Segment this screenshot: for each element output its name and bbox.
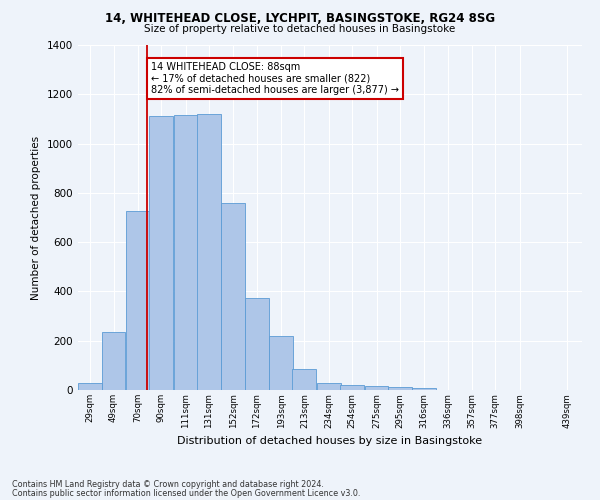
Bar — [412, 388, 436, 390]
Bar — [388, 387, 412, 390]
Text: 14 WHITEHEAD CLOSE: 88sqm
← 17% of detached houses are smaller (822)
82% of semi: 14 WHITEHEAD CLOSE: 88sqm ← 17% of detac… — [151, 62, 400, 96]
Text: Size of property relative to detached houses in Basingstoke: Size of property relative to detached ho… — [145, 24, 455, 34]
Bar — [317, 383, 341, 390]
Bar — [245, 298, 269, 390]
Text: Contains HM Land Registry data © Crown copyright and database right 2024.: Contains HM Land Registry data © Crown c… — [12, 480, 324, 489]
Bar — [78, 382, 102, 390]
Bar — [292, 369, 316, 390]
X-axis label: Distribution of detached houses by size in Basingstoke: Distribution of detached houses by size … — [178, 436, 482, 446]
Bar — [340, 384, 364, 390]
Bar — [269, 336, 293, 390]
Text: Contains public sector information licensed under the Open Government Licence v3: Contains public sector information licen… — [12, 488, 361, 498]
Text: 14, WHITEHEAD CLOSE, LYCHPIT, BASINGSTOKE, RG24 8SG: 14, WHITEHEAD CLOSE, LYCHPIT, BASINGSTOK… — [105, 12, 495, 26]
Bar — [365, 386, 388, 390]
Bar — [221, 202, 245, 390]
Bar — [126, 212, 150, 390]
Bar — [101, 332, 125, 390]
Bar — [197, 114, 221, 390]
Bar — [149, 116, 173, 390]
Bar — [174, 115, 197, 390]
Y-axis label: Number of detached properties: Number of detached properties — [31, 136, 41, 300]
